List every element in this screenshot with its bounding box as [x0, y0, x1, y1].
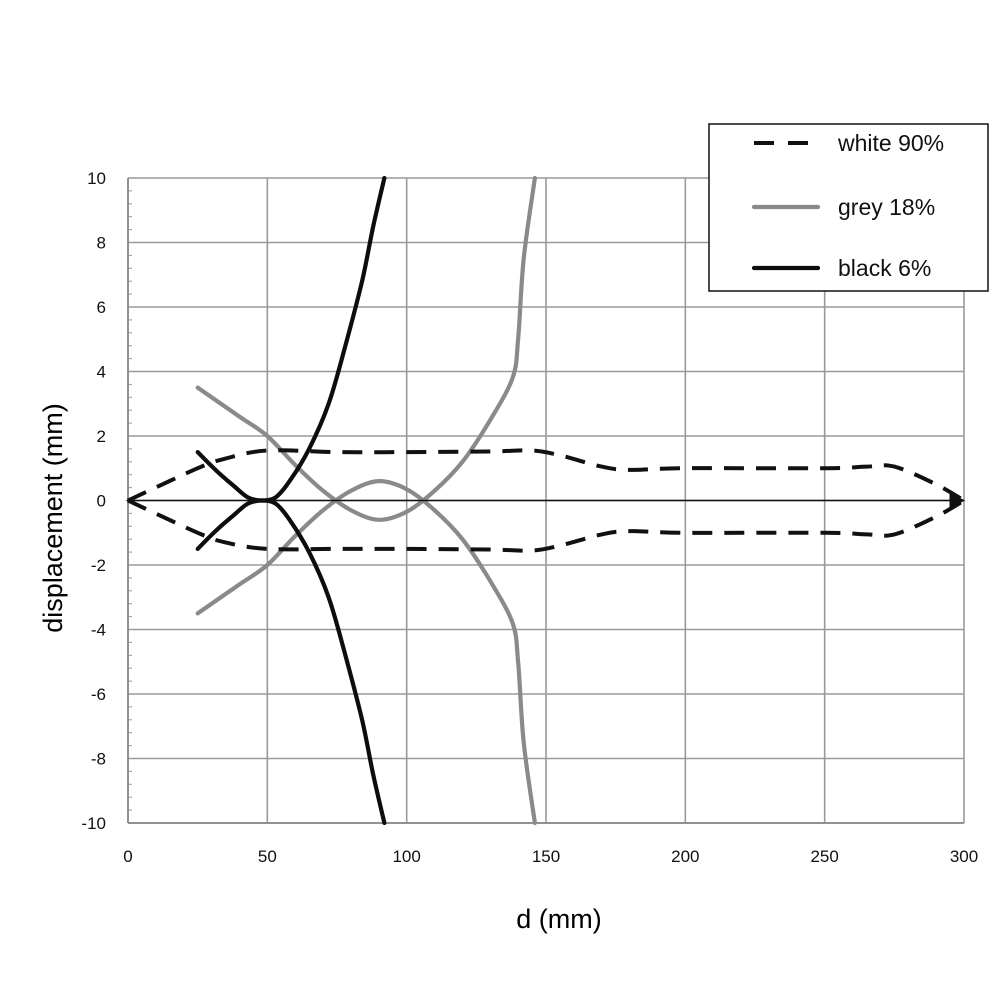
- series-lines: [127, 175, 966, 826]
- y-tick-labels: -10 -8 -6 -4 -2 0 2 4 6 8 10: [81, 169, 106, 833]
- legend-label-grey: grey 18%: [838, 194, 935, 220]
- series-black-upper-line: [195, 175, 387, 503]
- y-tick-label: -4: [91, 621, 106, 640]
- legend: white 90% grey 18% black 6%: [708, 123, 989, 292]
- series-white-upper-line: [127, 448, 966, 503]
- x-tick-label: 50: [258, 847, 277, 866]
- x-tick-label: 100: [392, 847, 420, 866]
- x-tick-label: 200: [671, 847, 699, 866]
- legend-label-white: white 90%: [837, 130, 944, 156]
- zero-axis-arrow: [125, 492, 966, 509]
- y-tick-label: 0: [97, 492, 106, 511]
- y-tick-label: 8: [97, 234, 106, 253]
- series-grey-upper-line: [195, 175, 537, 522]
- series-grey-lower-line: [195, 478, 537, 826]
- x-tick-label: 300: [950, 847, 978, 866]
- series-black-lower-line: [195, 498, 387, 826]
- arrowhead-right: [949, 492, 966, 509]
- y-tick-label: 4: [97, 363, 106, 382]
- y-tick-label: -6: [91, 685, 106, 704]
- y-axis-title: displacement (mm): [38, 403, 68, 633]
- legend-label-black: black 6%: [838, 255, 931, 281]
- y-tick-label: 10: [87, 169, 106, 188]
- x-tick-labels: 0 50 100 150 200 250 300: [123, 847, 978, 866]
- y-tick-label: -10: [81, 814, 106, 833]
- series-white-lower-line: [127, 498, 966, 553]
- y-tick-label: -8: [91, 750, 106, 769]
- y-tick-label: 2: [97, 427, 106, 446]
- x-tick-label: 0: [123, 847, 132, 866]
- arrowhead-left: [125, 492, 142, 509]
- x-tick-label: 250: [810, 847, 838, 866]
- x-tick-label: 150: [532, 847, 560, 866]
- y-tick-label: 6: [97, 298, 106, 317]
- x-axis-title: d (mm): [516, 904, 601, 934]
- y-tick-label: -2: [91, 556, 106, 575]
